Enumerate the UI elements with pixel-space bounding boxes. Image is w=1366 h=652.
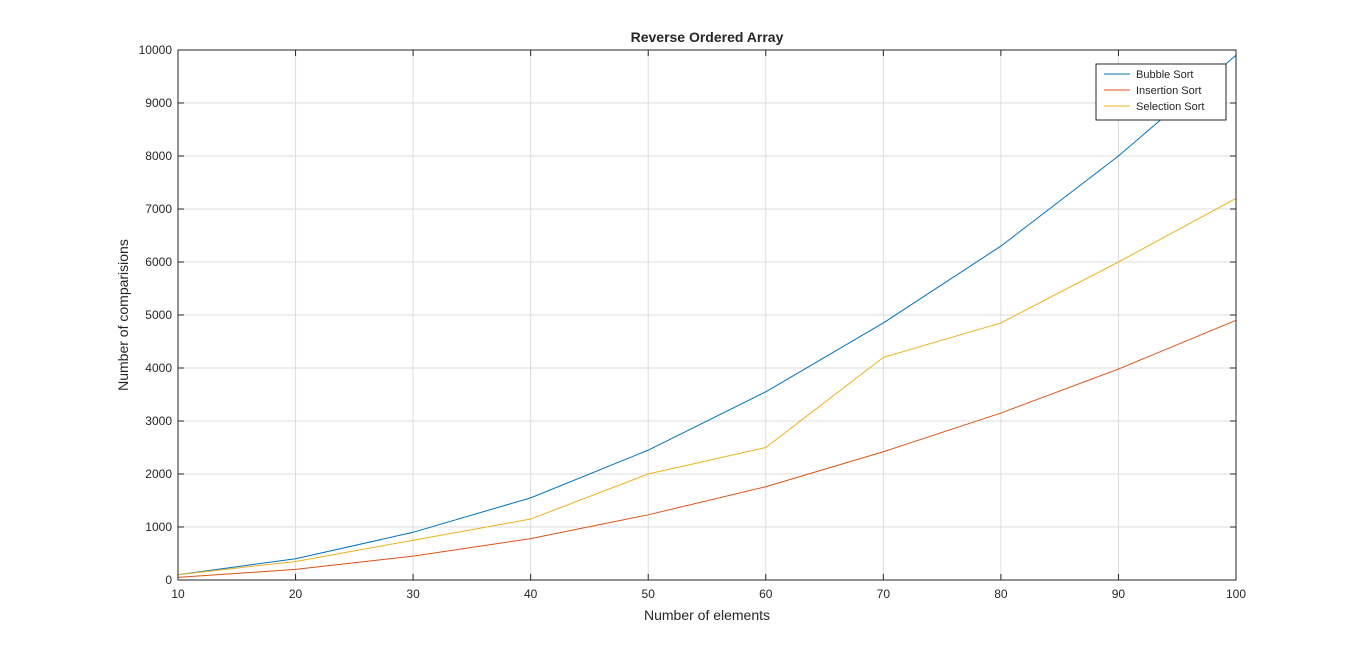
- y-tick-label: 2000: [145, 467, 172, 481]
- x-tick-label: 80: [994, 587, 1008, 601]
- x-tick-label: 90: [1112, 587, 1126, 601]
- legend-label: Insertion Sort: [1136, 85, 1201, 97]
- legend-box: [1095, 63, 1227, 121]
- x-tick-label: 70: [877, 587, 891, 601]
- series-line-bubble-sort: [177, 54, 1237, 576]
- x-tick-label: 40: [524, 587, 538, 601]
- x-tick-label: 50: [642, 587, 656, 601]
- y-tick-label: 10000: [139, 43, 173, 57]
- y-tick-label: 0: [165, 573, 172, 587]
- series-lines: [177, 54, 1237, 578]
- x-tick-label: 100: [1226, 587, 1246, 601]
- y-tick-label: 9000: [145, 96, 172, 110]
- x-tick-label: 60: [759, 587, 773, 601]
- series-line-insertion-sort: [177, 319, 1237, 578]
- axis-ticks: 10 20 30 40 50 60 70 80 90 1000100020003000400050…: [139, 43, 1247, 601]
- y-tick-label: 8000: [145, 149, 172, 163]
- x-tick-label: 10: [171, 587, 185, 601]
- legend: Bubble Sort Insertion Sort Selection Sort: [1095, 63, 1227, 121]
- legend-label: Selection Sort: [1136, 101, 1204, 113]
- y-axis-label: Number of comparisions: [115, 239, 131, 391]
- chart-title: Reverse Ordered Array: [631, 29, 784, 45]
- y-tick-label: 5000: [145, 308, 172, 322]
- legend-label: Bubble Sort: [1136, 69, 1193, 81]
- x-tick-label: 20: [289, 587, 303, 601]
- y-tick-label: 4000: [145, 361, 172, 375]
- y-tick-label: 7000: [145, 202, 172, 216]
- y-tick-label: 1000: [145, 520, 172, 534]
- series-line-selection-sort: [177, 197, 1237, 576]
- x-tick-label: 30: [406, 587, 420, 601]
- x-axis-label: Number of elements: [644, 607, 770, 623]
- y-tick-label: 6000: [145, 255, 172, 269]
- y-tick-label: 3000: [145, 414, 172, 428]
